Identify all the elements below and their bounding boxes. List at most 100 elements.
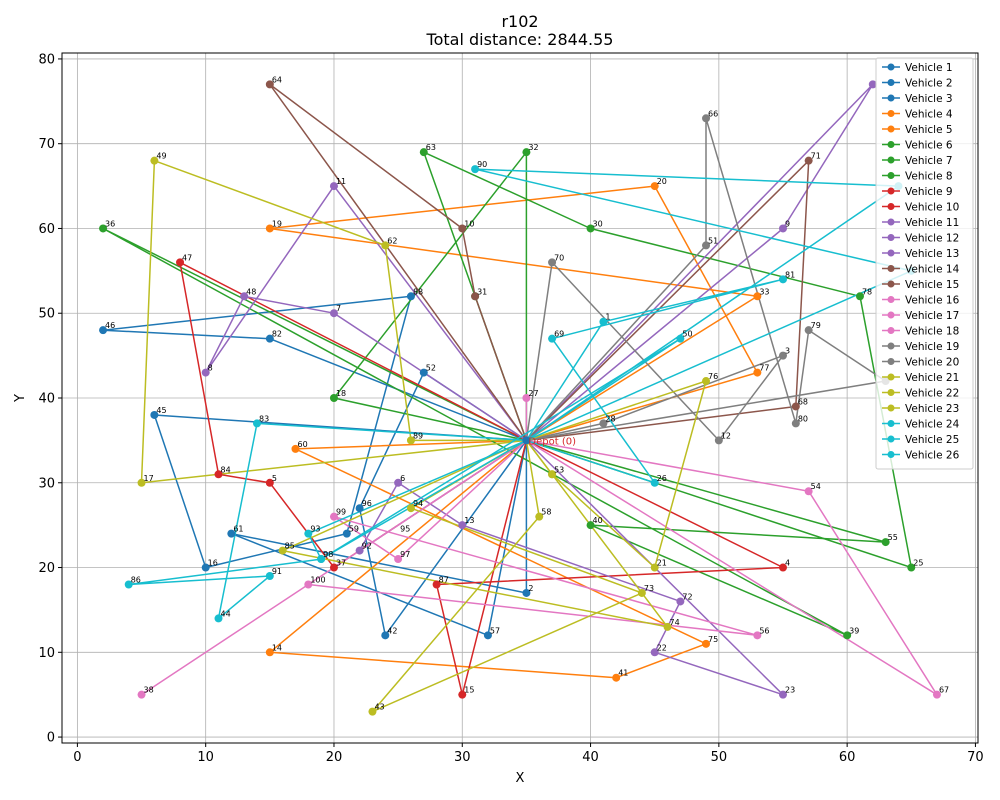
legend-entry: Vehicle 10 xyxy=(905,202,959,214)
route-point xyxy=(265,334,274,343)
node-label: 61 xyxy=(233,525,243,534)
legend-swatch-marker xyxy=(887,389,895,396)
legend-entry: Vehicle 8 xyxy=(905,171,953,183)
route-point xyxy=(753,292,762,301)
route-point xyxy=(329,182,338,191)
node-label: 86 xyxy=(131,575,141,584)
legend-swatch-marker xyxy=(887,451,895,458)
node-label: 38 xyxy=(144,686,154,695)
x-tick-label: 70 xyxy=(967,750,984,765)
node-label: 19 xyxy=(272,219,282,228)
node-label: 31 xyxy=(477,287,487,296)
route-point xyxy=(419,148,428,157)
y-tick-label: 0 xyxy=(47,731,55,746)
route-point xyxy=(855,292,864,301)
legend-swatch-marker xyxy=(887,358,895,365)
node-label: 45 xyxy=(156,406,166,415)
x-tick-label: 20 xyxy=(326,750,343,765)
route-point xyxy=(329,512,338,521)
route-point xyxy=(278,546,287,555)
node-label: 18 xyxy=(336,389,346,398)
node-label: 62 xyxy=(387,236,397,245)
legend-swatch-marker xyxy=(887,342,895,350)
route-point xyxy=(804,326,813,335)
legend-swatch-marker xyxy=(887,234,895,241)
legend-entry: Vehicle 4 xyxy=(905,109,953,121)
node-label: 72 xyxy=(682,592,692,601)
node-label: 56 xyxy=(759,626,769,635)
node-label: 13 xyxy=(464,516,474,525)
node-label: 68 xyxy=(798,397,808,406)
x-tick-label: 60 xyxy=(839,750,856,765)
route-point xyxy=(227,529,236,538)
route-line xyxy=(525,83,874,441)
route-point xyxy=(329,563,338,572)
node-label: 63 xyxy=(426,143,436,152)
route-point xyxy=(99,224,108,233)
route-line xyxy=(204,185,527,442)
node-label: 75 xyxy=(708,635,718,644)
node-label: 20 xyxy=(657,177,667,186)
node-label: 15 xyxy=(464,686,474,695)
node-label: 90 xyxy=(477,160,487,169)
route-point xyxy=(471,165,480,174)
route-point xyxy=(342,529,351,538)
route-point xyxy=(253,419,262,428)
route-line xyxy=(525,261,784,442)
legend-entry: Vehicle 24 xyxy=(905,419,960,431)
node-label: 70 xyxy=(554,253,564,262)
route-point xyxy=(650,648,659,657)
points xyxy=(99,80,941,716)
route-point xyxy=(637,588,646,597)
node-label: 27 xyxy=(528,389,538,398)
node-label: 66 xyxy=(708,109,718,118)
legend-entry: Vehicle 9 xyxy=(905,186,953,198)
y-tick-label: 20 xyxy=(38,561,55,576)
node-label: 40 xyxy=(593,516,603,525)
node-label: 60 xyxy=(297,440,307,449)
route-line xyxy=(371,439,643,713)
route-point xyxy=(406,436,415,445)
node-label: 7 xyxy=(336,304,341,313)
node-label: 99 xyxy=(336,508,346,517)
y-tick-label: 50 xyxy=(38,307,55,322)
node-label: 26 xyxy=(657,474,667,483)
y-tick-label: 80 xyxy=(38,52,55,67)
route-point xyxy=(214,614,223,623)
route-point xyxy=(304,529,313,538)
route-point xyxy=(265,80,274,89)
legend-entry: Vehicle 3 xyxy=(905,93,953,105)
legend-swatch-marker xyxy=(887,79,895,86)
route-point xyxy=(586,521,595,530)
node-label: 5 xyxy=(272,474,277,483)
node-label: 82 xyxy=(272,330,282,339)
route-point xyxy=(804,156,813,165)
node-label: 95 xyxy=(400,525,410,534)
route-point xyxy=(676,334,685,343)
route-point xyxy=(791,419,800,428)
node-label: 71 xyxy=(811,152,821,161)
node-label: 39 xyxy=(849,626,859,635)
x-tick-label: 50 xyxy=(711,750,728,765)
legend-swatch-marker xyxy=(887,327,895,334)
route-point xyxy=(548,470,557,479)
node-label: 77 xyxy=(759,364,769,373)
chart-title: r102 xyxy=(501,12,538,31)
node-label: 11 xyxy=(336,177,346,186)
legend-swatch-marker xyxy=(887,203,895,210)
node-label: 79 xyxy=(811,321,821,330)
node-label: 89 xyxy=(413,431,423,440)
x-tick-label: 0 xyxy=(73,750,81,765)
legend-entry: Vehicle 20 xyxy=(905,357,959,369)
legend-swatch-marker xyxy=(887,373,895,381)
legend-swatch-marker xyxy=(887,311,895,319)
route-point xyxy=(137,690,146,699)
node-label: 47 xyxy=(182,253,192,262)
legend-entry: Vehicle 7 xyxy=(905,155,953,167)
legend-entry: Vehicle 15 xyxy=(905,279,959,291)
legend-swatch-marker xyxy=(887,218,895,226)
route-point xyxy=(381,631,390,640)
axis-ticks: 0 10 20 30 40 50 60 70 0 10 20 30 40 50 60 70 80 xyxy=(38,52,983,765)
route-point xyxy=(394,478,403,487)
